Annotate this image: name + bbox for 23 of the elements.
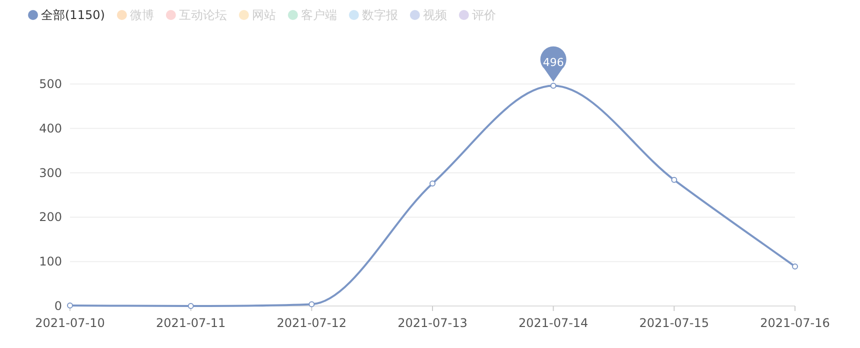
y-tick-label: 300: [39, 166, 62, 180]
annotation: 496: [542, 56, 564, 69]
y-tick-label: 100: [39, 254, 62, 269]
point: [308, 301, 315, 308]
x-tick-label: 2021-07-10: [35, 316, 105, 330]
x-tick-label: 2021-07-16: [760, 316, 830, 330]
y-tick-label: 500: [39, 77, 62, 91]
y-tick-label: 200: [39, 210, 62, 224]
point: [671, 176, 678, 183]
point: [430, 180, 436, 186]
x-tick-label: 2021-07-12: [276, 316, 347, 330]
legend-label: 全部(1150): [41, 8, 105, 22]
x-tick-label: 2021-07-11: [156, 316, 226, 330]
point: [550, 82, 556, 89]
x-tick-label: 2021-07-13: [398, 316, 468, 330]
point: [792, 263, 798, 270]
point: [67, 302, 73, 309]
annotation-pin: 496: [540, 46, 566, 82]
x-tick-label: 2021-07-14: [518, 316, 588, 330]
y-tick-label: 400: [39, 121, 62, 136]
x-tick-label: 2021-07-15: [639, 316, 710, 330]
y-tick-label: 0: [54, 299, 62, 313]
point: [188, 303, 194, 309]
